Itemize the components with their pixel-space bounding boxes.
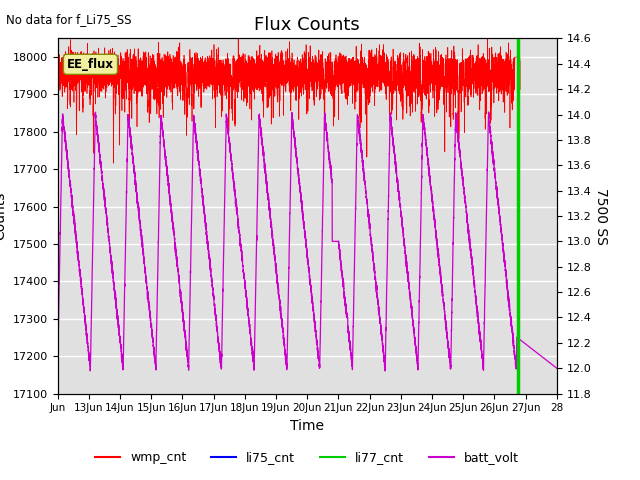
Legend: wmp_cnt, li75_cnt, li77_cnt, batt_volt: wmp_cnt, li75_cnt, li77_cnt, batt_volt bbox=[90, 446, 524, 469]
X-axis label: Time: Time bbox=[290, 419, 324, 433]
Text: EE_flux: EE_flux bbox=[67, 58, 114, 71]
Text: No data for f_Li75_SS: No data for f_Li75_SS bbox=[6, 13, 132, 26]
Y-axis label: Counts: Counts bbox=[0, 192, 7, 240]
Y-axis label: 7500 SS: 7500 SS bbox=[594, 188, 608, 244]
Title: Flux Counts: Flux Counts bbox=[254, 16, 360, 34]
